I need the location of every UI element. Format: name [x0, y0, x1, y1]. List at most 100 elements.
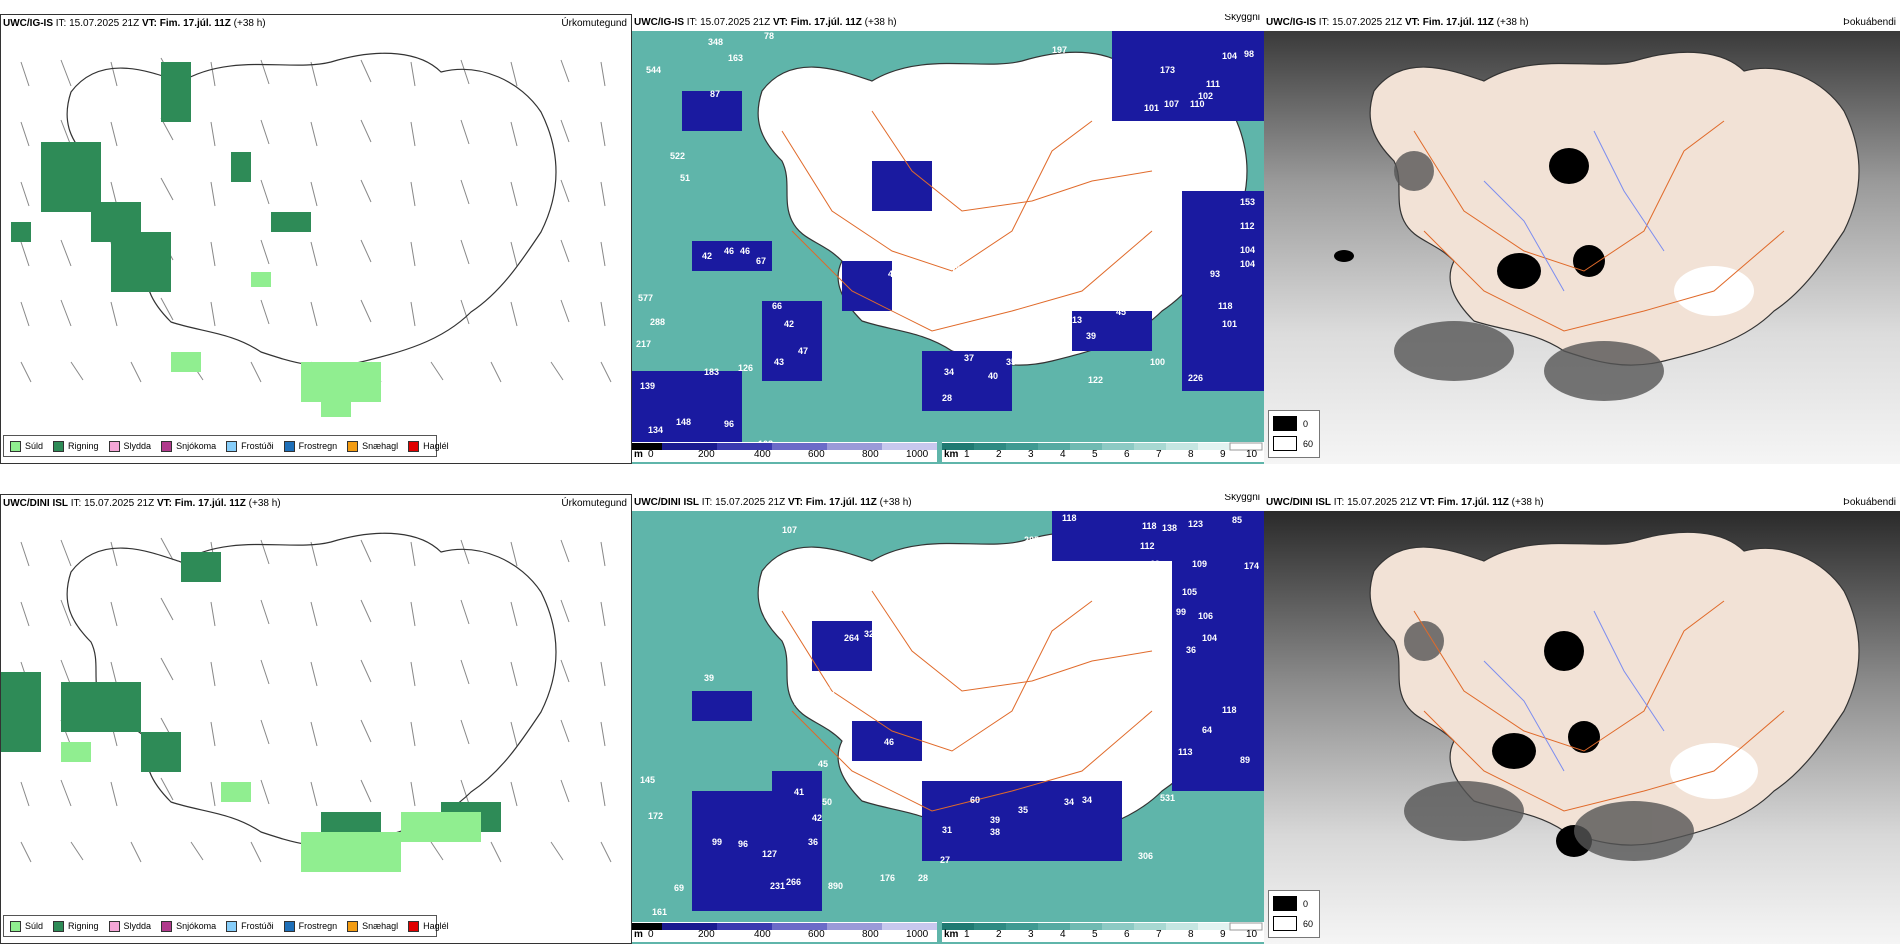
cloud-number: 577	[638, 293, 654, 303]
cloud-number: 99	[712, 837, 723, 847]
legend-swatch	[226, 920, 238, 932]
legend-item: Frostregn	[283, 920, 338, 932]
fog-legend-row: 0	[1273, 896, 1315, 911]
panel-title: Úrkomutegund	[561, 498, 627, 509]
cloud-number: 122	[1088, 375, 1104, 385]
scale-tick: 3	[1028, 929, 1034, 940]
cloud-panel-row1: UWC/IG-IS IT: 15.07.2025 21Z VT: Fim. 17…	[632, 14, 1264, 464]
model-name: UWC/DINI ISL	[3, 498, 68, 509]
legend-label: Frostregn	[298, 921, 338, 931]
init-time: IT: 15.07.2025 21Z	[699, 497, 788, 508]
cloud-number: 890	[828, 881, 844, 891]
cloud-number: 142	[794, 697, 810, 707]
scale-tick: 0	[648, 929, 654, 940]
cloud-number: 38	[990, 827, 1001, 837]
cloud-number: 544	[646, 65, 662, 75]
scale-tick: 0	[648, 449, 654, 460]
scale-tick: 8	[1188, 929, 1194, 940]
scale-unit: m	[634, 929, 643, 940]
scale-unit: km	[944, 449, 959, 460]
cloud-number: 135	[1090, 65, 1106, 75]
legend-label: Frostúði	[241, 921, 274, 931]
legend-item: Snjókoma	[161, 440, 216, 452]
scale-tick: 9	[1220, 929, 1226, 940]
init-time: IT: 15.07.2025 21Z	[684, 17, 773, 28]
cloud-number: 264	[844, 633, 860, 643]
cloud-number: 183	[704, 367, 720, 377]
cloud-number: 98	[1244, 49, 1255, 59]
cloud-number: 110	[1190, 99, 1205, 109]
cloud-number: 127	[762, 849, 778, 859]
scale-tick: 1000	[906, 449, 929, 460]
scale-tick: 10	[1246, 929, 1258, 940]
legend-swatch	[226, 440, 238, 452]
cloud-number: 36	[808, 837, 819, 847]
cloud-number: 45	[818, 759, 829, 769]
fog-legend-row: 60	[1273, 436, 1315, 451]
legend-item: Snjókoma	[161, 920, 217, 932]
cloud-number: 78	[764, 31, 775, 41]
legend-item: Haglél	[408, 440, 449, 452]
legend-item: Frostregn	[283, 440, 337, 452]
cloud-number: 118	[1222, 705, 1237, 715]
visibility-ticks: km 1 2 3 4 5 6 7 8 9 10	[944, 929, 1262, 940]
cloud-number: 118	[1218, 301, 1233, 311]
cloud-base-ticks: m 0 200 400 600 800 1000	[634, 449, 934, 460]
panel-header: UWC/DINI ISL IT: 15.07.2025 21Z VT: Fim.…	[1264, 494, 1900, 511]
cloud-number: 133	[820, 685, 836, 695]
cloud-number: 87	[710, 89, 721, 99]
legend-item: Snæhagl	[347, 920, 398, 932]
cloud-number: 104	[1240, 245, 1256, 255]
model-name: UWC/IG-IS	[3, 18, 53, 29]
cloud-number: 28	[918, 873, 929, 883]
legend-label: Snæhagl	[362, 441, 399, 451]
cloud-number: 41	[794, 787, 805, 797]
cloud-number: 107	[1164, 99, 1180, 109]
legend-swatch	[108, 440, 120, 452]
legend-swatch	[10, 920, 21, 932]
init-time: IT: 15.07.2025 21Z	[1316, 17, 1405, 28]
cloud-number: 51	[680, 173, 691, 183]
visibility-scale: km 1 2 3 4 5 6 7 8 9 10	[942, 442, 1264, 462]
cloud-number: 111	[1206, 79, 1221, 89]
fog-map-svg	[1264, 31, 1900, 464]
cloud-number: 36	[1186, 645, 1197, 655]
cloud-number: 161	[652, 907, 668, 917]
precip-panel-row2: UWC/DINI ISL IT: 15.07.2025 21Z VT: Fim.…	[0, 494, 632, 944]
cloud-number: 145	[640, 775, 656, 785]
cloud-number: 31	[942, 825, 953, 835]
cloud-number: 46	[724, 246, 735, 256]
cloud-number: 39	[1086, 331, 1097, 341]
precip-map	[1, 512, 631, 943]
cloud-number: 531	[1160, 793, 1176, 803]
legend-label: Snjókoma	[176, 921, 217, 931]
cloud-base-ticks: m 0 200 400 600 800 1000	[634, 929, 934, 940]
legend-item: Frostúði	[226, 920, 274, 932]
cloud-number: 89	[1240, 755, 1251, 765]
cloud-number: 102	[1198, 91, 1214, 101]
legend-label: Rigning	[68, 441, 99, 451]
legend-label: Haglél	[423, 921, 449, 931]
legend-swatch	[53, 440, 65, 452]
visibility-ticks: km 1 2 3 4 5 6 7 8 9 10	[944, 449, 1262, 460]
cloud-number: 197	[1052, 45, 1068, 55]
cloud-number: 36	[1106, 773, 1117, 783]
cloud-number: 118	[1062, 513, 1077, 523]
legend-swatch	[108, 920, 120, 932]
legend-swatch	[53, 920, 65, 932]
cloud-number: 96	[724, 419, 735, 429]
cloud-number: 112	[1140, 541, 1155, 551]
cloud-number: 39	[704, 673, 715, 683]
cloud-number: 50	[930, 747, 941, 757]
precip-map	[1, 32, 631, 463]
legend-swatch	[10, 440, 21, 452]
lead-time: (+38 h)	[1508, 497, 1544, 508]
cloud-number: 93	[1210, 269, 1221, 279]
scale-tick: 4	[1060, 449, 1066, 460]
scale-unit: km	[944, 929, 959, 940]
cloud-number: 169	[960, 183, 976, 193]
scale-tick: 1000	[906, 929, 929, 940]
legend-swatch	[283, 440, 295, 452]
cloud-number: 49	[950, 263, 961, 273]
legend-label: Slydda	[123, 921, 152, 931]
